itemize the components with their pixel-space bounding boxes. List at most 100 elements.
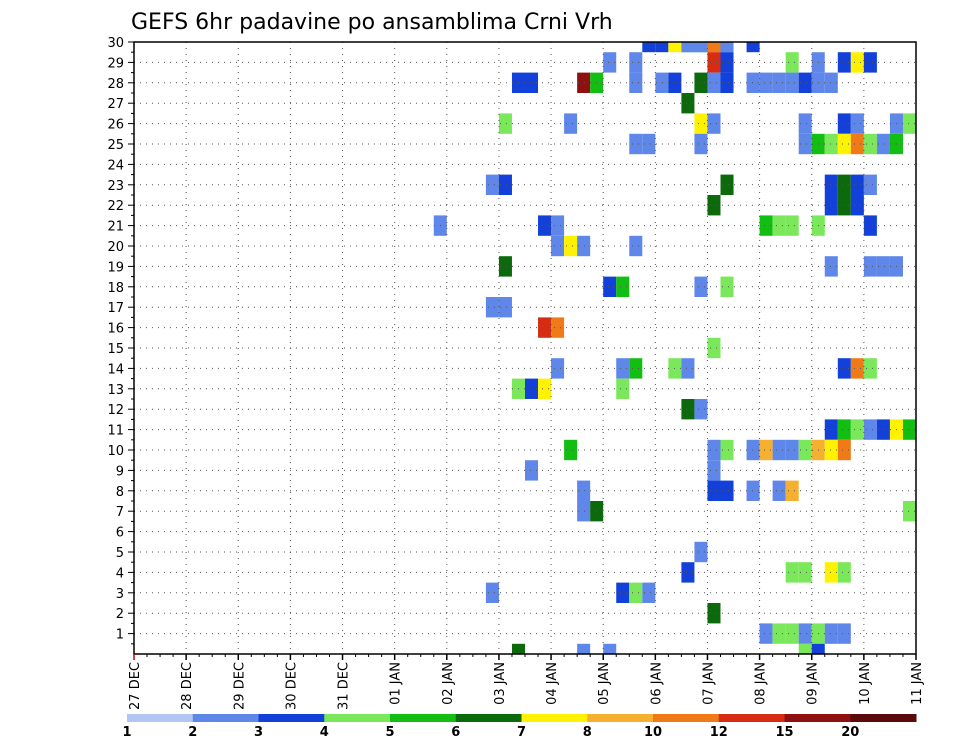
heatmap-cell xyxy=(603,276,617,297)
heatmap-cell xyxy=(824,174,838,195)
x-tick-label: 06 JAN xyxy=(649,662,664,705)
heatmap-cell xyxy=(798,643,812,654)
heatmap-cell xyxy=(498,113,512,134)
heatmap-cell xyxy=(850,419,864,440)
y-tick-label: 7 xyxy=(116,505,124,520)
x-tick-label: 29 DEC xyxy=(232,662,247,710)
heatmap-cell xyxy=(798,72,812,93)
heatmap-cell xyxy=(746,42,760,53)
heatmap-cell xyxy=(707,337,721,359)
heatmap-cell xyxy=(824,195,838,216)
x-tick-label: 30 DEC xyxy=(284,662,299,710)
heatmap-cell xyxy=(564,113,578,134)
heatmap-cell xyxy=(824,623,838,644)
heatmap-cell xyxy=(551,235,565,257)
heatmap-cell xyxy=(785,439,799,461)
heatmap-cell xyxy=(616,276,630,297)
legend-label: 4 xyxy=(320,725,329,740)
heatmap-cell xyxy=(798,562,812,583)
heatmap-cell xyxy=(551,215,565,236)
heatmap-cell xyxy=(720,276,734,297)
heatmap-cell xyxy=(564,439,578,461)
heatmap-cell xyxy=(707,480,721,501)
heatmap-cell xyxy=(498,297,512,318)
heatmap-cell xyxy=(824,256,838,277)
heatmap-cell xyxy=(616,358,630,379)
heatmap-cell xyxy=(876,256,890,277)
legend-label: 20 xyxy=(841,725,859,740)
heatmap-cell xyxy=(616,378,630,399)
legend-swatch xyxy=(653,714,720,722)
y-tick-label: 28 xyxy=(107,77,124,92)
heatmap-cell xyxy=(655,72,669,93)
heatmap-cell xyxy=(798,623,812,644)
heatmap-cell xyxy=(850,358,864,379)
heatmap-cell xyxy=(720,72,734,93)
x-tick-label: 08 JAN xyxy=(754,662,769,705)
heatmap-cell xyxy=(850,195,864,216)
x-tick-label: 02 JAN xyxy=(441,662,456,705)
heatmap-cell xyxy=(629,582,643,603)
heatmap-cell xyxy=(902,501,916,522)
legend-label: 15 xyxy=(775,725,793,740)
heatmap-cell xyxy=(785,480,799,501)
legend-label: 12 xyxy=(710,725,728,740)
heatmap-cell xyxy=(837,52,851,73)
heatmap-cell xyxy=(876,419,890,440)
heatmap-cell xyxy=(811,643,825,654)
y-tick-label: 10 xyxy=(107,444,124,459)
y-tick-label: 4 xyxy=(116,566,124,581)
heatmap-cell xyxy=(746,480,760,501)
heatmap-cell xyxy=(577,235,591,257)
heatmap-cell xyxy=(759,72,773,93)
x-tick-label: 03 JAN xyxy=(493,662,508,705)
heatmap-cell xyxy=(525,72,539,93)
heatmap-cell xyxy=(577,501,591,522)
heatmap-cell xyxy=(668,42,682,53)
x-tick-label: 04 JAN xyxy=(545,662,560,705)
heatmap-cell xyxy=(720,52,734,73)
heatmap-cell xyxy=(798,113,812,134)
heatmap-cell xyxy=(707,113,721,134)
y-tick-label: 11 xyxy=(107,424,124,439)
legend-swatch xyxy=(850,714,917,722)
y-tick-label: 26 xyxy=(107,118,124,133)
heatmap-cell xyxy=(629,133,643,155)
y-tick-label: 2 xyxy=(116,607,124,622)
heatmap-cell xyxy=(707,439,721,461)
x-tick-label: 01 JAN xyxy=(389,662,404,705)
heatmap-cell xyxy=(577,72,591,93)
y-tick-label: 13 xyxy=(107,383,124,398)
heatmap-cell xyxy=(642,42,656,53)
heatmap-cell xyxy=(616,582,630,603)
legend-swatch xyxy=(718,714,785,722)
legend-label: 1 xyxy=(122,725,131,740)
heatmap-cell xyxy=(798,439,812,461)
heatmap-cell xyxy=(681,358,695,379)
legend-swatch xyxy=(324,714,391,722)
heatmap-cell xyxy=(863,215,877,236)
heatmap-cell xyxy=(850,52,864,73)
y-tick-label: 14 xyxy=(107,362,124,377)
y-tick-label: 24 xyxy=(107,158,124,173)
heatmap-cell xyxy=(772,623,786,644)
axis-layer: 1234567891011121314151617181920212223242… xyxy=(107,36,925,710)
heatmap-cell xyxy=(863,358,877,379)
heatmap-cell xyxy=(681,399,695,420)
heatmap-cell xyxy=(720,439,734,461)
heatmap-cell xyxy=(837,195,851,216)
y-tick-label: 25 xyxy=(107,138,124,153)
y-tick-label: 19 xyxy=(107,260,124,275)
heatmap-cell xyxy=(694,133,708,155)
heatmap-cell xyxy=(629,358,643,379)
heatmap-cell xyxy=(707,72,721,93)
heatmap-cell xyxy=(577,643,591,654)
heatmap-cell xyxy=(681,562,695,583)
heatmap-cell xyxy=(876,133,890,155)
heatmap-cell xyxy=(772,480,786,501)
grid-layer xyxy=(134,42,916,654)
legend-label: 8 xyxy=(583,725,592,740)
y-tick-label: 3 xyxy=(116,587,124,602)
